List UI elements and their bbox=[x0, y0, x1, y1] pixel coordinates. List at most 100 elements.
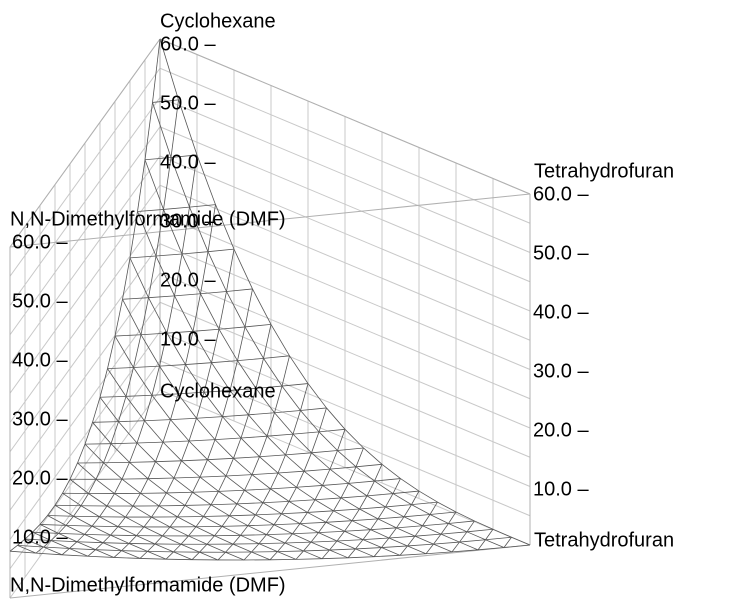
grid-line bbox=[255, 514, 275, 526]
grid-line bbox=[236, 502, 264, 505]
grid-line bbox=[84, 533, 111, 536]
grid-line bbox=[125, 367, 134, 397]
grid-line bbox=[329, 468, 349, 484]
grid-line bbox=[273, 524, 293, 535]
grid-line bbox=[370, 529, 390, 539]
grid-line bbox=[17, 538, 26, 546]
tick-label: 50.0 – bbox=[160, 92, 216, 114]
grid-line bbox=[329, 549, 349, 559]
grid-line bbox=[217, 551, 226, 561]
grid-line bbox=[200, 251, 209, 294]
grid-line bbox=[351, 508, 360, 521]
grid-line bbox=[374, 478, 401, 482]
grid-line bbox=[366, 493, 394, 497]
grid-line bbox=[333, 508, 360, 512]
grid-line bbox=[300, 407, 327, 411]
grid-line bbox=[433, 533, 442, 545]
grid-line bbox=[80, 505, 100, 518]
grid-line bbox=[411, 504, 431, 515]
grid-line bbox=[329, 540, 338, 551]
grid-line bbox=[336, 540, 356, 550]
grid-line bbox=[143, 516, 152, 528]
grid-line bbox=[288, 499, 316, 502]
grid-line bbox=[180, 543, 200, 553]
grid-line bbox=[102, 542, 122, 552]
tick-label: 20.0 – bbox=[160, 269, 216, 291]
surface-mesh bbox=[9, 38, 531, 561]
grid-line bbox=[125, 396, 145, 421]
grid-line bbox=[247, 525, 267, 536]
grid-line bbox=[140, 334, 160, 367]
grid-line bbox=[299, 523, 319, 533]
grid-line bbox=[118, 420, 145, 423]
grid-line bbox=[451, 541, 460, 553]
grid-line bbox=[140, 332, 168, 336]
grid-line bbox=[236, 503, 256, 516]
grid-line bbox=[95, 549, 122, 552]
grid-line bbox=[110, 443, 130, 463]
grid-line bbox=[411, 490, 420, 505]
grid-line bbox=[414, 525, 423, 537]
grid-line bbox=[199, 476, 219, 492]
grid-line bbox=[69, 478, 89, 494]
grid-line bbox=[259, 456, 279, 474]
grid-line bbox=[229, 390, 249, 416]
grid-line bbox=[152, 38, 161, 103]
grid-line bbox=[174, 253, 183, 296]
grid-line bbox=[95, 478, 115, 494]
grid-line bbox=[32, 531, 59, 534]
grid-line bbox=[355, 466, 375, 482]
grid-line bbox=[207, 457, 234, 461]
tick-label: 40.0 – bbox=[160, 151, 216, 173]
grid-line bbox=[140, 493, 160, 507]
grid-line bbox=[166, 491, 193, 494]
grid-line bbox=[359, 506, 386, 510]
grid-line bbox=[151, 394, 171, 420]
grid-line bbox=[292, 431, 320, 435]
grid-line bbox=[318, 532, 338, 542]
grid-line bbox=[429, 501, 438, 515]
grid-line bbox=[299, 521, 327, 525]
grid-line bbox=[184, 505, 204, 517]
grid-line bbox=[333, 510, 353, 522]
grid-line bbox=[259, 436, 268, 457]
tick-label: 50.0 – bbox=[533, 242, 589, 264]
vertex-label: Cyclohexane bbox=[160, 380, 276, 402]
grid-line bbox=[9, 38, 161, 248]
grid-line bbox=[325, 510, 334, 523]
grid-line bbox=[370, 527, 397, 531]
grid-line bbox=[277, 472, 297, 488]
grid-line bbox=[99, 368, 108, 398]
grid-line bbox=[50, 540, 78, 543]
grid-line bbox=[310, 532, 319, 543]
grid-line bbox=[370, 518, 379, 530]
grid-line bbox=[214, 437, 242, 441]
grid-line bbox=[296, 471, 305, 488]
grid-line bbox=[240, 414, 249, 439]
labels: Cyclohexane Cyclohexane N,N-Dimethylform… bbox=[10, 10, 674, 596]
grid-line bbox=[303, 550, 323, 560]
grid-line bbox=[336, 531, 345, 542]
grid-line bbox=[307, 510, 334, 513]
grid-line bbox=[284, 541, 312, 544]
grid-line bbox=[133, 365, 160, 368]
grid-line bbox=[425, 551, 453, 555]
tick-label: 40.0 – bbox=[12, 349, 68, 371]
grid-line bbox=[266, 524, 275, 535]
grid-line bbox=[151, 366, 160, 396]
grid-line bbox=[281, 512, 308, 515]
grid-line bbox=[76, 541, 96, 551]
grid-line bbox=[188, 439, 216, 442]
grid-line bbox=[284, 533, 293, 544]
grid-line bbox=[292, 533, 312, 543]
grid-line bbox=[255, 388, 275, 414]
grid-line bbox=[50, 540, 70, 549]
grid-line bbox=[407, 545, 427, 555]
grid-line bbox=[244, 323, 272, 328]
grid-line bbox=[114, 493, 134, 507]
grid-line bbox=[448, 511, 457, 524]
grid-line bbox=[163, 206, 190, 210]
grid-line bbox=[95, 549, 115, 558]
grid-line bbox=[337, 447, 364, 451]
grid-line bbox=[300, 383, 309, 411]
